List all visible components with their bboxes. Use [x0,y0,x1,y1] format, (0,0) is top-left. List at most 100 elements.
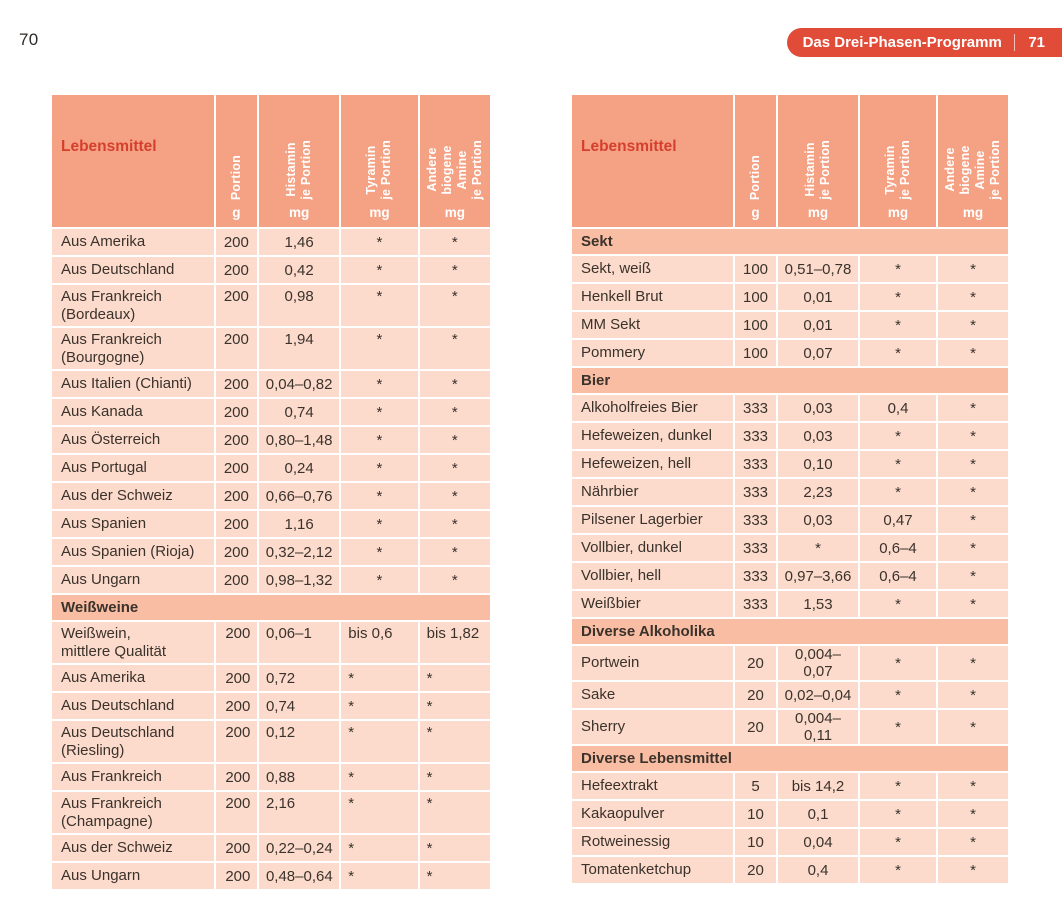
andere-cell: * [938,682,1008,708]
andere-cell: * [938,857,1008,883]
histamin-cell: 0,42 [258,257,340,283]
histamin-cell: 0,4 [778,857,858,883]
histamin-cell: 0,03 [778,423,858,449]
column-header-wrap: Histamin je Portion mg [259,123,339,227]
portion-cell: 200 [215,483,257,509]
histamin-cell: 0,004–0,07 [778,646,858,680]
table-header: Lebensmittel Portion g Histamin je Portion m… [52,95,490,227]
portion-cell: 20 [735,710,776,744]
portion-cell: 200 [215,229,257,255]
andere-cell: * [419,835,490,861]
food-name-cell: Aus Frankreich (Champagne) [52,792,214,833]
andere-cell: * [938,312,1008,338]
tyramin-cell: * [341,539,418,565]
histamin-cell: 2,23 [778,479,858,505]
tyramin-cell: * [860,591,936,617]
portion-cell: 200 [215,257,257,283]
andere-cell: * [419,399,490,425]
food-name-cell: Aus Amerika [52,665,214,691]
food-name-cell: Aus Spanien [52,511,214,537]
food-histamine-table-left: Lebensmittel Portion g Histamin je Portion m… [50,93,492,891]
food-name-cell: Aus Deutschland [52,693,214,719]
table-row: Aus Österreich 200 0,80–1,48 * * [52,427,490,453]
histamin-cell: 0,02–0,04 [778,682,858,708]
histamin-cell: 0,24 [258,455,340,481]
tyramin-cell: * [341,665,418,691]
column-unit-label: mg [887,205,909,220]
histamin-cell: 0,72 [258,665,340,691]
section-label: Bier [572,368,1008,393]
andere-cell: * [938,256,1008,282]
tyramin-cell: * [860,256,936,282]
tyramin-cell: * [341,285,418,326]
table-row: Aus Frankreich (Champagne) 200 2,16 * * [52,792,490,833]
column-header-wrap: Andere biogene Amine je Portion mg [938,123,1008,227]
food-name-cell: Weißbier [572,591,733,617]
histamin-cell: bis 14,2 [778,773,858,799]
histamin-cell: 0,88 [258,764,340,790]
andere-cell: * [419,229,490,255]
table-row: Sake 20 0,02–0,04 * * [572,682,1008,708]
andere-cell: * [419,567,490,593]
food-name-cell: Aus Spanien (Rioja) [52,539,214,565]
histamin-cell: 0,07 [778,340,858,366]
food-name-cell: Aus Amerika [52,229,214,255]
tyramin-cell: * [341,511,418,537]
tyramin-cell: * [860,646,936,680]
tyramin-cell: * [341,328,418,369]
histamin-cell: 0,03 [778,507,858,533]
column-unit-label: mg [807,205,829,220]
table-row: Hefeweizen, hell 333 0,10 * * [572,451,1008,477]
table-row: Henkell Brut 100 0,01 * * [572,284,1008,310]
tyramin-cell: * [860,829,936,855]
tyramin-cell: * [341,399,418,425]
column-header-label: Histamin je Portion [284,140,314,200]
andere-cell: * [938,395,1008,421]
food-name-cell: Aus Italien (Chianti) [52,371,214,397]
portion-cell: 200 [215,693,257,719]
andere-cell: * [419,371,490,397]
histamin-cell: 0,04–0,82 [258,371,340,397]
andere-cell: * [419,511,490,537]
andere-cell: * [938,479,1008,505]
portion-cell: 200 [215,665,257,691]
histamin-cell: 0,03 [778,395,858,421]
tyramin-cell: * [341,835,418,861]
table-row: Aus der Schweiz 200 0,66–0,76 * * [52,483,490,509]
food-name-cell: Vollbier, hell [572,563,733,589]
tyramin-cell: * [341,764,418,790]
histamin-cell: * [778,535,858,561]
tyramin-cell: * [860,340,936,366]
portion-cell: 200 [215,371,257,397]
column-unit-label: mg [288,205,310,220]
table-body: Sekt Sekt, weiß 100 0,51–0,78 * * Henkell Brut… [572,229,1008,883]
andere-cell: * [938,535,1008,561]
andere-cell: * [938,507,1008,533]
table-row: Weißwein, mittlere Qualität 200 0,06–1 bis … [52,622,490,663]
tyramin-cell: * [341,257,418,283]
table-row: Vollbier, hell 333 0,97–3,66 0,6–4 * [572,563,1008,589]
histamin-cell: 0,1 [778,801,858,827]
column-header-label: Portion [748,154,762,200]
section-row: Diverse Alkoholika [572,619,1008,644]
histamin-cell: 0,10 [778,451,858,477]
food-name-cell: Aus Kanada [52,399,214,425]
column-header-label: Histamin je Portion [803,140,832,200]
column-header-lebensmittel: Lebensmittel [52,95,214,227]
tyramin-cell: bis 0,6 [341,622,418,663]
table-row: Aus Amerika 200 0,72 * * [52,665,490,691]
column-header-wrap: Portion g [735,123,776,227]
section-row: Bier [572,368,1008,393]
portion-cell: 333 [735,451,776,477]
andere-cell: * [938,563,1008,589]
column-header-tyramin: Tyramin je Portion mg [341,95,418,227]
tyramin-cell: * [860,710,936,744]
tyramin-cell: 0,47 [860,507,936,533]
histamin-cell: 0,01 [778,312,858,338]
column-unit-label: g [232,205,241,220]
tyramin-cell: * [341,721,418,762]
portion-cell: 200 [215,567,257,593]
page-number-left: 70 [19,30,39,49]
tyramin-cell: 0,6–4 [860,563,936,589]
food-name-cell: Aus Ungarn [52,863,214,889]
